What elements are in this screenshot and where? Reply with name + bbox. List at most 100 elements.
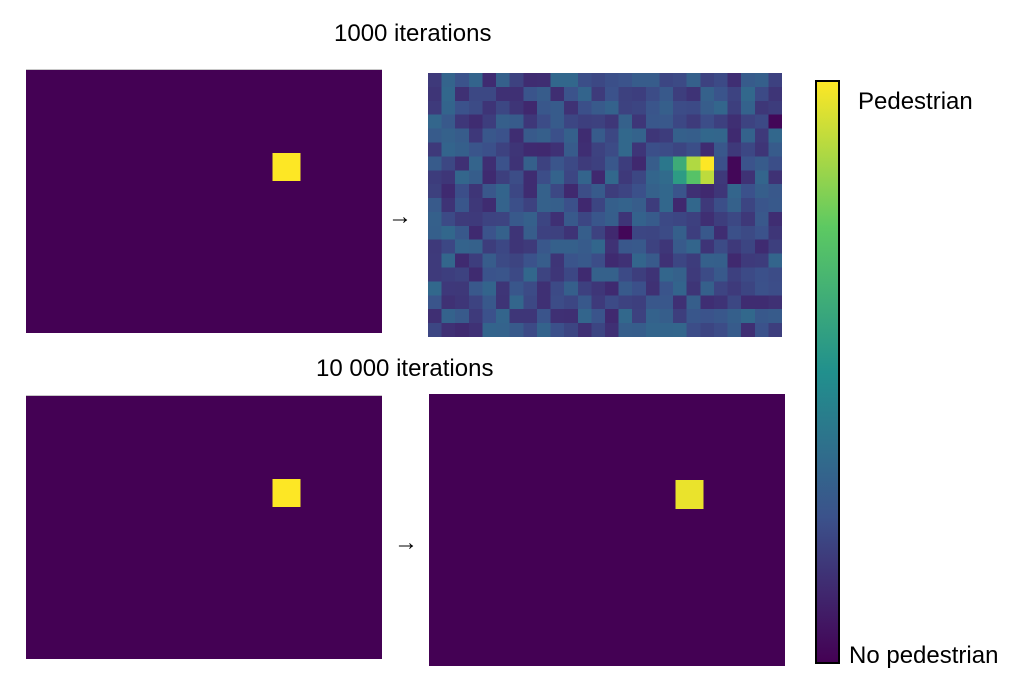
heatmap-cell	[482, 198, 497, 213]
heatmap-cell	[659, 267, 674, 282]
heatmap-cell	[673, 170, 688, 185]
heatmap-cell	[673, 86, 688, 102]
heatmap-cell	[713, 128, 729, 143]
heatmap-cell	[496, 267, 511, 282]
heatmap-cell	[741, 86, 756, 102]
heatmap-cell	[645, 211, 660, 227]
heatmap-cell	[686, 253, 701, 269]
heatmap-cell	[468, 239, 483, 255]
heatmap-cell	[659, 253, 674, 269]
heatmap-cell	[605, 309, 620, 324]
heatmap-cell	[577, 156, 592, 171]
heatmap-cell	[564, 323, 579, 337]
heatmap-cell	[550, 211, 565, 227]
output-heatmap-bottom-svg	[429, 394, 785, 666]
heatmap-cell	[632, 73, 647, 88]
heatmap-cell	[659, 86, 674, 102]
heatmap-cell	[441, 142, 456, 157]
heatmap-cell	[482, 211, 497, 227]
heatmap-cell	[741, 281, 756, 296]
heatmap-cell	[686, 86, 701, 102]
heatmap-cell	[523, 184, 538, 199]
heatmap-cell	[564, 170, 579, 185]
heatmap-cell	[509, 211, 524, 227]
heatmap-cell	[509, 156, 524, 171]
heatmap-cell	[605, 73, 620, 88]
heatmap-background	[26, 70, 382, 333]
heatmap-cell	[605, 114, 620, 130]
heatmap-cell	[741, 156, 756, 171]
heatmap-cell	[455, 184, 470, 199]
pedestrian-cell	[286, 166, 301, 182]
heatmap-cell	[577, 295, 592, 310]
heatmap-cell	[536, 211, 552, 227]
pedestrian-cell	[675, 494, 690, 510]
heatmap-cell	[591, 156, 606, 171]
heatmap-cell	[550, 225, 565, 241]
heatmap-cell	[632, 239, 647, 255]
heatmap-cell	[741, 309, 756, 324]
heatmap-cell	[523, 309, 538, 324]
heatmap-cell	[496, 225, 511, 241]
heatmap-cell	[768, 73, 782, 88]
output-heatmap-bottom	[429, 394, 785, 666]
heatmap-cell	[482, 114, 497, 130]
heatmap-cell	[727, 142, 742, 157]
heatmap-cell	[577, 142, 592, 157]
heatmap-cell	[741, 211, 756, 227]
heatmap-cell	[468, 198, 483, 213]
heatmap-cell	[686, 198, 701, 213]
heatmap-cell	[768, 114, 782, 130]
heatmap-cell	[482, 156, 497, 171]
heatmap-cell	[659, 198, 674, 213]
heatmap-cell	[741, 295, 756, 310]
arrow-bottom: →	[394, 529, 418, 556]
heatmap-cell	[509, 295, 524, 310]
heatmap-cell	[455, 253, 470, 269]
heatmap-cell	[509, 198, 524, 213]
heatmap-cell	[523, 211, 538, 227]
heatmap-cell	[577, 128, 592, 143]
heatmap-cell	[713, 281, 729, 296]
heatmap-cell	[700, 73, 715, 88]
heatmap-cell	[496, 142, 511, 157]
heatmap-cell	[482, 295, 497, 310]
heatmap-cell	[468, 128, 483, 143]
heatmap-cell	[591, 114, 606, 130]
heatmap-cell	[564, 309, 579, 324]
heatmap-cell	[468, 86, 483, 102]
heatmap-cell	[564, 142, 579, 157]
heatmap-cell	[768, 86, 782, 102]
heatmap-cell	[536, 281, 552, 296]
heatmap-cell	[700, 281, 715, 296]
heatmap-cell	[455, 198, 470, 213]
heatmap-cell	[509, 267, 524, 282]
heatmap-cell	[700, 253, 715, 269]
heatmap-cell	[564, 114, 579, 130]
heatmap-cell	[577, 253, 592, 269]
pedestrian-cell	[286, 479, 301, 494]
heatmap-cell	[536, 267, 552, 282]
heatmap-cell	[686, 225, 701, 241]
heatmap-cell	[741, 239, 756, 255]
heatmap-cell	[645, 281, 660, 296]
heatmap-cell	[605, 323, 620, 337]
heatmap-cell	[713, 142, 729, 157]
heatmap-cell	[713, 239, 729, 255]
heatmap-cell	[645, 170, 660, 185]
heatmap-cell	[591, 184, 606, 199]
heatmap-cell	[727, 198, 742, 213]
heatmap-cell	[496, 114, 511, 130]
heatmap-cell	[700, 225, 715, 241]
heatmap-cell	[523, 156, 538, 171]
heatmap-cell	[577, 114, 592, 130]
heatmap-cell	[659, 73, 674, 88]
heatmap-cell	[673, 225, 688, 241]
heatmap-cell	[482, 239, 497, 255]
heatmap-cell	[632, 156, 647, 171]
heatmap-cell	[591, 323, 606, 337]
heatmap-cell	[673, 142, 688, 157]
pedestrian-cell	[272, 479, 287, 494]
heatmap-cell	[591, 267, 606, 282]
heatmap-cell	[496, 239, 511, 255]
